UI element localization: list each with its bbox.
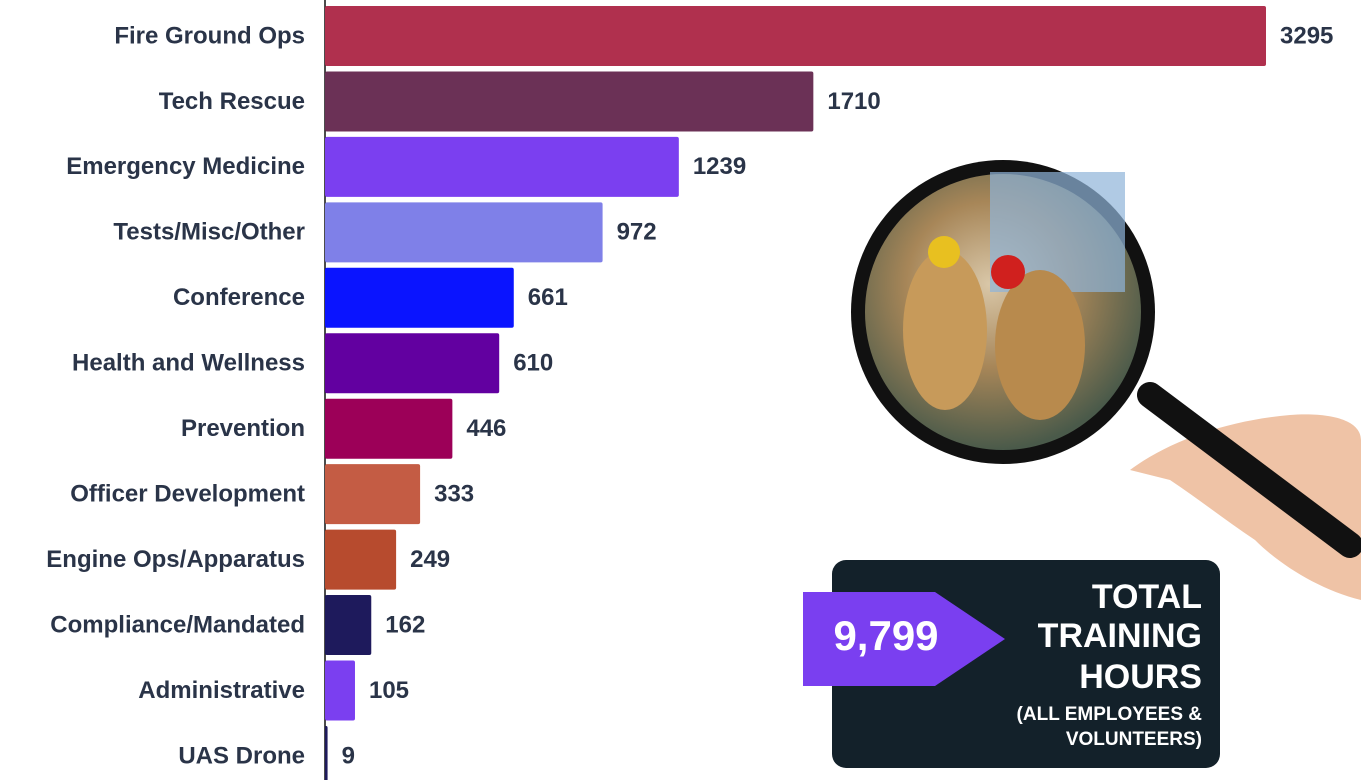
category-label: Officer Development — [70, 480, 305, 507]
total-note: (ALL EMPLOYEES & — [1017, 704, 1203, 725]
magnifier-illustration — [851, 160, 1361, 600]
value-label: 661 — [528, 284, 568, 311]
bar — [325, 464, 420, 524]
value-label: 105 — [369, 677, 409, 704]
total-value: 9,799 — [833, 612, 938, 659]
firefighter — [995, 270, 1085, 420]
bar — [325, 268, 514, 328]
value-label: 610 — [513, 350, 553, 377]
category-label: Compliance/Mandated — [50, 611, 305, 638]
helmet — [991, 255, 1025, 289]
category-label: Fire Ground Ops — [114, 22, 305, 49]
category-label: Emergency Medicine — [66, 153, 305, 180]
value-label: 972 — [617, 219, 657, 246]
total-label: TOTAL — [1092, 578, 1202, 616]
page: {"chart_data": {"type": "bar", "orientat… — [0, 0, 1361, 780]
total-note: VOLUNTEERS) — [1066, 729, 1202, 750]
bar — [325, 333, 499, 393]
bar — [325, 6, 1266, 66]
bar — [325, 202, 603, 262]
chart: 9,799 TOTAL TRAINING HOURS (ALL EMPLOYEE… — [0, 0, 1361, 780]
category-label: UAS Drone — [178, 742, 305, 769]
bar — [325, 137, 679, 197]
helmet — [928, 236, 960, 268]
bar — [325, 661, 355, 721]
bar — [325, 726, 328, 780]
value-label: 3295 — [1280, 22, 1333, 49]
category-label: Prevention — [181, 415, 305, 442]
category-label: Administrative — [138, 677, 305, 704]
total-label: HOURS — [1079, 658, 1202, 696]
value-label: 446 — [466, 415, 506, 442]
category-label: Tech Rescue — [159, 88, 305, 115]
category-label: Conference — [173, 284, 305, 311]
value-label: 9 — [342, 742, 355, 769]
bar — [325, 530, 396, 590]
value-label: 162 — [385, 611, 425, 638]
firefighter — [903, 250, 987, 410]
value-label: 333 — [434, 480, 474, 507]
total-label: TRAINING — [1038, 617, 1202, 655]
bar — [325, 595, 371, 655]
value-label: 1710 — [827, 88, 880, 115]
category-label: Tests/Misc/Other — [113, 219, 305, 246]
bar — [325, 399, 452, 459]
value-label: 1239 — [693, 153, 746, 180]
category-label: Engine Ops/Apparatus — [46, 546, 305, 573]
category-label: Health and Wellness — [72, 350, 305, 377]
value-label: 249 — [410, 546, 450, 573]
bar — [325, 71, 813, 131]
